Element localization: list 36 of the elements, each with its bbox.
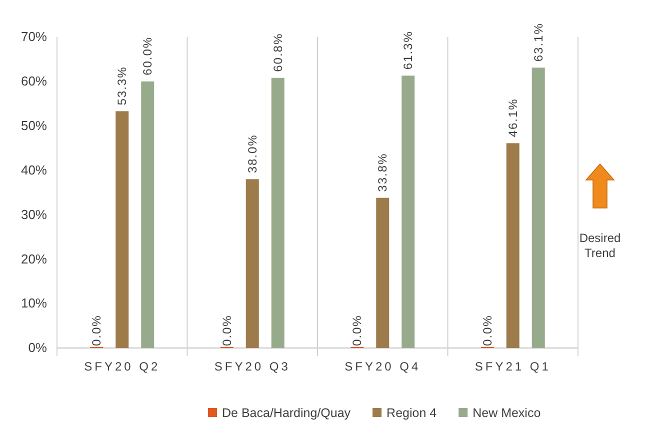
- x-tick-label: SFY21 Q1: [474, 360, 551, 374]
- data-label: 33.8%: [376, 152, 390, 192]
- data-label: 0.0%: [220, 314, 234, 346]
- bar: [506, 143, 520, 348]
- x-tick-label: SFY20 Q3: [214, 360, 290, 374]
- y-tick-label: 10%: [20, 296, 48, 311]
- bar: [271, 78, 284, 348]
- x-tick-label: SFY20 Q4: [344, 360, 421, 374]
- data-label: 60.0%: [140, 36, 155, 76]
- data-label: 0.0%: [90, 314, 104, 346]
- y-tick-label: 0%: [28, 340, 48, 356]
- y-tick-label: 40%: [20, 162, 48, 178]
- bar: [402, 76, 415, 348]
- data-label: 46.1%: [506, 98, 520, 138]
- y-tick-label: 60%: [20, 74, 48, 89]
- data-label: 61.3%: [401, 30, 416, 70]
- data-label: 38.0%: [245, 134, 260, 174]
- data-label: 0.0%: [350, 314, 364, 346]
- y-tick-label: 30%: [20, 206, 48, 222]
- bar: [141, 81, 154, 348]
- data-label: 53.3%: [115, 66, 130, 106]
- legend-label: Region 4: [386, 406, 437, 420]
- bar: [376, 198, 390, 348]
- bar: [116, 111, 129, 348]
- x-tick-label: SFY20 Q2: [84, 360, 160, 374]
- bar: [246, 179, 259, 348]
- y-tick-label: 50%: [20, 118, 48, 134]
- legend-label: De Baca/Harding/Quay: [222, 406, 352, 420]
- data-label: 63.1%: [531, 22, 546, 62]
- y-tick-label: 70%: [20, 29, 48, 44]
- text: Desired Trend: [579, 231, 621, 260]
- data-label: 0.0%: [480, 314, 494, 346]
- y-tick-label: 20%: [20, 251, 48, 266]
- bar: [532, 68, 545, 348]
- data-label: 60.8%: [270, 32, 285, 72]
- legend-label: New Mexico: [472, 406, 541, 420]
